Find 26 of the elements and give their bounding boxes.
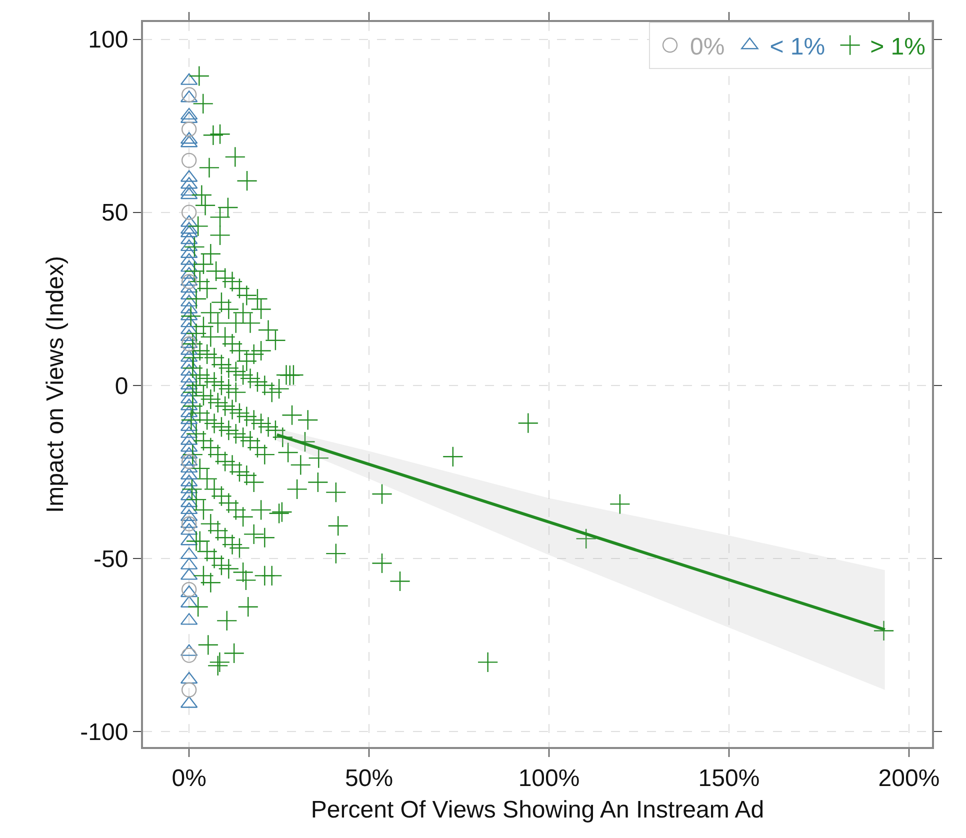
x-tick-label: 100% [518,764,580,792]
y-axis-title: Impact on Views (Index) [42,256,69,514]
point [181,274,197,290]
legend-label: < 1% [770,33,826,60]
point [181,582,197,598]
point [181,682,197,698]
point [181,152,197,168]
x-tick-label: 0% [172,764,206,792]
x-tick-label: 50% [345,764,394,792]
point [181,454,197,470]
legend-label: 0% [690,33,725,60]
point [181,336,197,352]
y-tick-label: -50 [94,546,128,573]
point [181,122,197,137]
point [181,87,197,102]
x-axis-title: Percent Of Views Showing An Instream Ad [310,796,764,824]
x-tick-label: 150% [698,764,760,792]
y-tick-label: 0 [114,372,128,400]
x-tick-label: 200% [878,764,940,792]
point [181,204,197,220]
point [181,648,197,663]
y-tick-label: -100 [80,718,128,746]
point [181,516,197,532]
y-tick-label: 100 [88,26,128,54]
y-tick-label: 50 [101,200,128,227]
legend-label: > 1% [870,33,926,60]
